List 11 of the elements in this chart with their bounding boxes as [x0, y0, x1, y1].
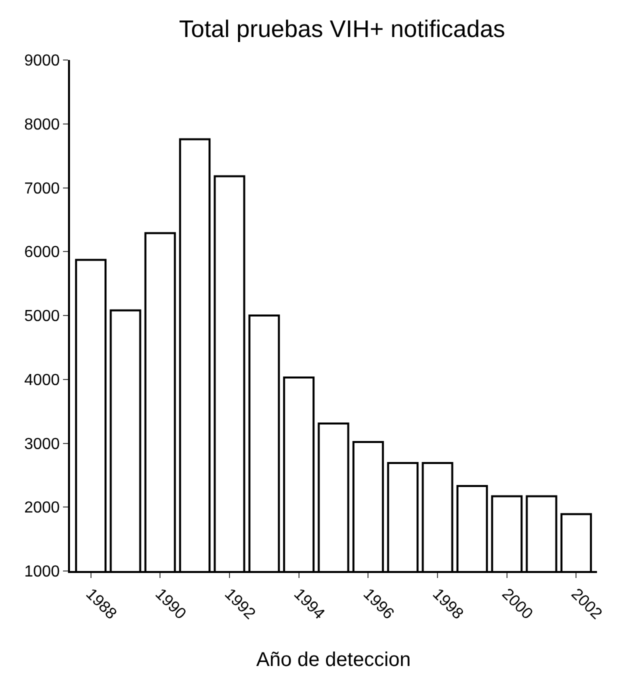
- y-tick-label: 9000: [24, 52, 60, 70]
- y-tick-label: 4000: [24, 372, 60, 389]
- y-tick-label: 7000: [24, 180, 60, 198]
- y-tick-label: 1000: [24, 564, 60, 581]
- x-axis-title: Año de deteccion: [256, 648, 411, 671]
- y-tick-label: 8000: [24, 116, 60, 134]
- y-tick-label: 3000: [24, 436, 60, 453]
- y-tick-label: 6000: [24, 244, 60, 262]
- chart-title: Total pruebas VIH+ notificadas: [179, 16, 506, 44]
- y-tick-label: 5000: [24, 308, 60, 326]
- y-tick-label: 2000: [24, 500, 60, 517]
